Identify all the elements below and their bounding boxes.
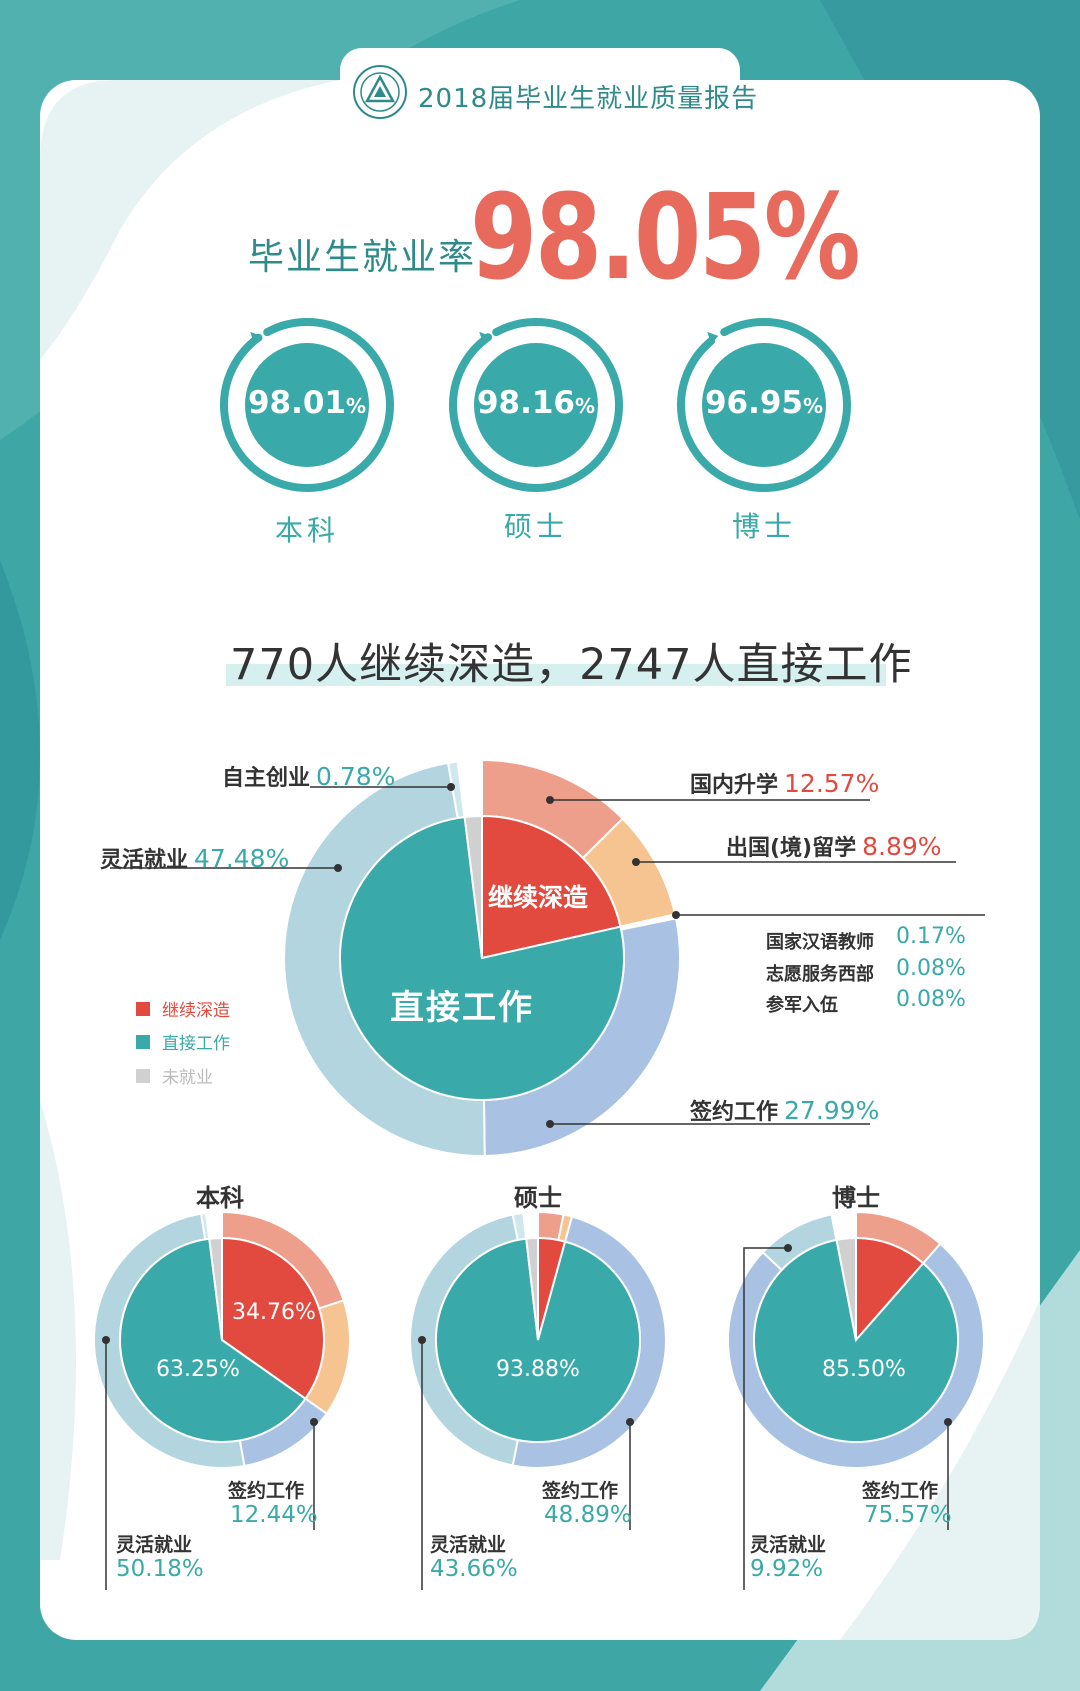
chart0-inner-slice-0 — [481, 814, 622, 960]
university-logo-icon — [353, 65, 407, 119]
chart1-inner-slice-1 — [119, 1237, 307, 1443]
employment-rate-label: 毕业生就业率 — [248, 237, 477, 278]
legend-swatch — [136, 1001, 150, 1016]
summary-highlight — [226, 664, 886, 686]
leader-dot — [546, 1120, 554, 1128]
ring-value-1: 98.16% — [476, 385, 596, 421]
master-contract-label: 签约工作 — [542, 1480, 619, 1502]
leader-dot — [672, 911, 680, 919]
undergrad-contract-value: 12.44% — [230, 1502, 318, 1528]
value-military: 0.08% — [896, 987, 966, 1012]
label-overseas-study: 出国(境)留学 8.89% — [726, 832, 942, 861]
ring-progress-2 — [677, 318, 851, 492]
label-west-volunteer: 志愿服务西部 — [766, 964, 874, 985]
undergrad-flexible-label: 灵活就业 — [116, 1534, 193, 1556]
chart3-inner-slice-1 — [753, 1238, 959, 1443]
chart2-inner-slice-2 — [525, 1236, 539, 1341]
master-work-value: 93.88% — [496, 1357, 580, 1382]
legend-item-unemployed: 未就业 — [136, 1063, 213, 1088]
leader-dot — [546, 796, 554, 804]
ring-fill-2 — [702, 343, 826, 467]
center-label-study: 继续深造 — [488, 883, 589, 912]
ring-label-1: 硕士 — [503, 510, 568, 543]
chart1-inner-slice-0 — [221, 1236, 325, 1401]
leader-dot — [418, 1336, 426, 1344]
center-label-work: 直接工作 — [390, 988, 534, 1028]
chart2-outer-slice-5 — [522, 1210, 539, 1240]
legend-item-study: 继续深造 — [136, 996, 230, 1021]
value-west-volunteer: 0.08% — [896, 956, 966, 981]
phd-flexible-value: 9.92% — [750, 1556, 824, 1582]
master-flexible-label: 灵活就业 — [430, 1534, 507, 1556]
label-chinese-teacher: 国家汉语教师 — [766, 932, 874, 953]
chart-title-phd: 博士 — [832, 1184, 880, 1212]
chart3-inner-slice-2 — [835, 1236, 857, 1341]
leader-dot — [784, 1244, 792, 1252]
ring-value-2: 96.95% — [704, 385, 824, 421]
ring-label-2: 博士 — [731, 510, 796, 543]
undergrad-study-value: 34.76% — [232, 1300, 316, 1325]
phd-contract-value: 75.57% — [864, 1502, 952, 1528]
leader-dot — [102, 1336, 110, 1344]
phd-contract-label: 签约工作 — [862, 1480, 939, 1502]
phd-work-value: 85.50% — [822, 1357, 906, 1382]
chart-title-master: 硕士 — [514, 1184, 562, 1212]
legend-swatch — [136, 1034, 150, 1049]
leader-dot — [310, 1418, 318, 1426]
phd-flexible-label: 灵活就业 — [750, 1534, 827, 1556]
ring-fill-1 — [474, 343, 598, 467]
leader-dot — [944, 1418, 952, 1426]
ring-marker-icon — [250, 331, 262, 344]
summary-text: 770人继续深造，2747人直接工作 — [230, 640, 913, 690]
value-chinese-teacher: 0.17% — [896, 924, 966, 949]
chart0-inner-slice-2 — [463, 814, 483, 959]
chart3-inner-slice-0 — [855, 1236, 925, 1343]
undergrad-flexible-value: 50.18% — [116, 1556, 204, 1582]
leader-dot — [632, 858, 640, 866]
leader-dot — [626, 1418, 634, 1426]
ring-progress-0 — [220, 318, 394, 492]
employment-rate-value: 98.05% — [470, 168, 861, 306]
label-military: 参军入伍 — [766, 995, 838, 1016]
ring-label-0: 本科 — [274, 514, 339, 547]
ring-marker-icon — [479, 331, 491, 344]
leader-dot — [447, 783, 455, 791]
chart1-outer-slice-5 — [204, 1210, 223, 1240]
legend-item-work: 直接工作 — [136, 1029, 230, 1054]
label-flexible-work: 灵活就业 47.48% — [100, 844, 290, 873]
leader-line — [743, 1247, 788, 1590]
undergrad-contract-label: 签约工作 — [228, 1480, 305, 1502]
ring-marker-icon — [707, 331, 719, 344]
label-domestic-study: 国内升学 12.57% — [690, 769, 880, 798]
label-contract-work: 签约工作 27.99% — [690, 1096, 880, 1125]
master-contract-value: 48.89% — [544, 1502, 632, 1528]
chart2-inner-slice-1 — [435, 1237, 641, 1443]
chart0-inner-slice-1 — [339, 815, 625, 1101]
label-self-employed: 自主创业 0.78% — [222, 762, 396, 791]
chart-title-undergrad: 本科 — [196, 1184, 244, 1212]
ring-fill-0 — [245, 343, 369, 467]
undergrad-work-value: 63.25% — [156, 1357, 240, 1382]
chart3-outer-slice-4 — [830, 1210, 857, 1242]
chart1-inner-slice-2 — [208, 1236, 223, 1341]
ring-progress-1 — [449, 318, 623, 492]
legend-swatch — [136, 1068, 150, 1083]
master-flexible-value: 43.66% — [430, 1556, 518, 1582]
ring-value-0: 98.01% — [247, 385, 367, 421]
leader-dot — [334, 864, 342, 872]
report-title: 2018届毕业生就业质量报告 — [418, 84, 759, 114]
